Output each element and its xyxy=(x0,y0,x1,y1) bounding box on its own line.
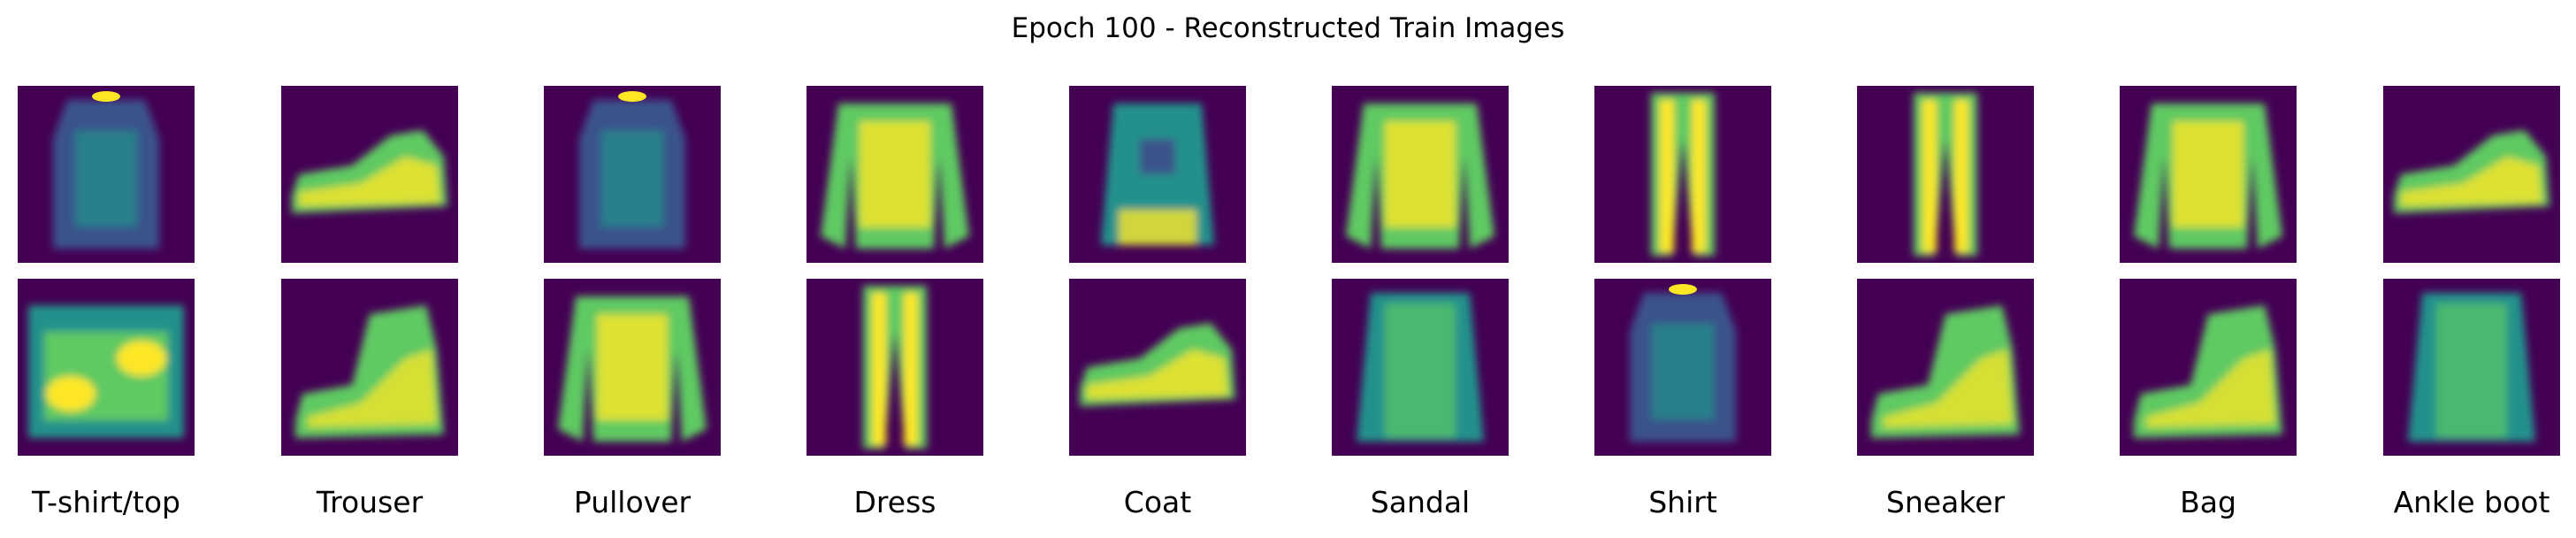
class-label: Pullover xyxy=(573,485,692,519)
reconstructed-image xyxy=(2383,86,2560,263)
reconstructed-image xyxy=(2383,279,2560,456)
class-label: Sneaker xyxy=(1885,485,2006,519)
reconstructed-image xyxy=(1857,279,2034,456)
reconstructed-image xyxy=(544,279,721,456)
reconstructed-image xyxy=(1069,279,1246,456)
reconstructed-image xyxy=(2120,86,2297,263)
class-label: Sandal xyxy=(1370,485,1471,519)
class-label: Dress xyxy=(853,485,936,519)
class-label: Bag xyxy=(2180,485,2236,519)
reconstructed-image xyxy=(1857,86,2034,263)
figure-title: Epoch 100 - Reconstructed Train Images xyxy=(1011,12,1565,44)
class-label: Trouser xyxy=(316,485,424,519)
reconstructed-image xyxy=(1594,86,1771,263)
class-label: Shirt xyxy=(1648,485,1717,519)
class-label: Coat xyxy=(1123,485,1192,519)
reconstructed-image xyxy=(1332,279,1509,456)
reconstructed-image xyxy=(2120,279,2297,456)
reconstructed-image xyxy=(1594,279,1771,456)
class-label: T-shirt/top xyxy=(31,485,180,519)
reconstructed-image xyxy=(281,86,458,263)
reconstructed-image xyxy=(806,279,983,456)
reconstructed-image xyxy=(544,86,721,263)
class-label: Ankle boot xyxy=(2393,485,2550,519)
reconstructed-image xyxy=(18,86,195,263)
reconstructed-image xyxy=(18,279,195,456)
reconstructed-image xyxy=(1332,86,1509,263)
reconstructed-image xyxy=(1069,86,1246,263)
reconstructed-image xyxy=(806,86,983,263)
reconstructed-image xyxy=(281,279,458,456)
